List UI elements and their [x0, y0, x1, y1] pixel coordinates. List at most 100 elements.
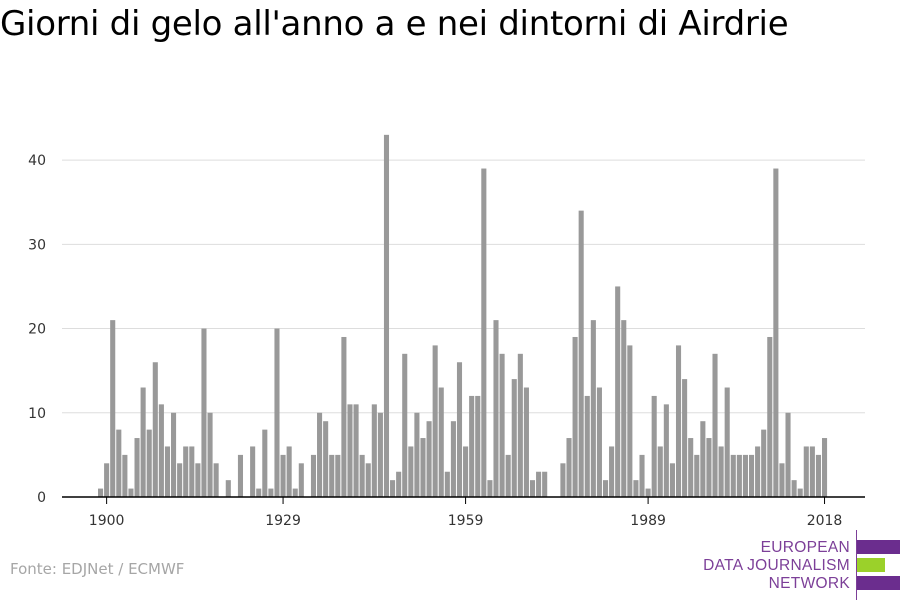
bar-1918 [213, 463, 219, 497]
logo-bar-purple-top [857, 540, 900, 554]
logo-bar-purple-bottom [857, 576, 900, 590]
bar-2015 [803, 446, 809, 497]
bar-1924 [250, 446, 256, 497]
bar-1986 [627, 345, 633, 497]
y-tick-label-0: 0 [37, 490, 46, 506]
bar-1911 [171, 412, 177, 497]
bar-1996 [688, 438, 694, 497]
bar-1943 [365, 463, 371, 497]
bar-1976 [566, 438, 572, 497]
bar-1983 [609, 446, 615, 497]
bar-1948 [396, 471, 402, 497]
bar-1951 [414, 412, 420, 497]
bar-1947 [390, 480, 396, 497]
grid-lines [62, 159, 865, 414]
bar-1900 [104, 463, 110, 497]
bar-2007 [755, 446, 761, 497]
x-tick-label-1989: 1989 [630, 513, 666, 529]
bar-2004 [736, 454, 742, 497]
bar-1920 [225, 480, 231, 497]
bar-2006 [748, 454, 755, 497]
bar-1981 [596, 387, 602, 497]
bar-1970 [529, 480, 536, 497]
bar-2003 [730, 454, 736, 497]
bar-1916 [201, 328, 207, 497]
y-tick-label-20: 20 [28, 322, 46, 338]
bar-2008 [761, 429, 767, 497]
bar-1913 [183, 446, 189, 497]
bar-1952 [420, 438, 426, 497]
bar-1989 [645, 488, 651, 497]
bar-1977 [572, 336, 578, 497]
bar-1971 [536, 471, 542, 497]
bar-2017 [815, 454, 821, 497]
bar-1935 [317, 412, 323, 497]
bar-2014 [797, 488, 803, 497]
bar-2009 [767, 336, 773, 497]
bar-1997 [694, 454, 700, 497]
y-tick-label-30: 30 [28, 237, 46, 253]
bar-1941 [353, 404, 359, 497]
bar-1932 [298, 463, 304, 497]
bar-1961 [475, 395, 481, 497]
bar-1975 [560, 463, 566, 497]
y-axis-ticks: 0 10 20 30 40 [28, 153, 46, 506]
bar-1992 [663, 404, 669, 497]
bar-1972 [542, 471, 548, 497]
bar-1979 [584, 395, 590, 497]
bar-2002 [724, 387, 730, 497]
bar-1988 [639, 454, 645, 497]
bar-2005 [742, 454, 748, 497]
bar-2018 [821, 438, 828, 497]
bar-1938 [335, 454, 341, 497]
bar-1958 [456, 362, 463, 497]
bar-2001 [718, 446, 724, 497]
bar-1915 [195, 463, 201, 497]
bar-1909 [158, 404, 164, 497]
bar-1899 [98, 488, 104, 497]
bar-1940 [347, 404, 353, 497]
bar-1953 [426, 421, 432, 497]
chart-title: Giorni di gelo all'anno a e nei dintorni… [0, 4, 789, 44]
bar-1954 [432, 345, 438, 497]
bar-1927 [268, 488, 274, 497]
bar-1969 [523, 387, 529, 497]
bar-1966 [505, 454, 511, 497]
logo-line-1: EUROPEAN [760, 539, 850, 556]
bars [98, 134, 828, 498]
bar-1945 [377, 412, 383, 497]
edjnet-logo: EUROPEAN DATA JOURNALISM NETWORK [700, 530, 900, 600]
bar-1902 [116, 429, 122, 497]
bar-1946 [383, 134, 390, 497]
bar-1956 [444, 471, 450, 497]
bar-1963 [487, 480, 493, 497]
bar-1994 [675, 345, 682, 497]
x-tick-label-2018: 2018 [807, 513, 843, 529]
bar-1959 [463, 446, 469, 497]
bar-1949 [402, 353, 408, 497]
bar-1904 [128, 488, 134, 497]
bar-1950 [408, 446, 414, 497]
bar-2013 [791, 480, 797, 497]
bar-1990 [651, 395, 657, 497]
bar-1934 [310, 454, 317, 497]
bar-2011 [779, 463, 785, 497]
bar-1910 [164, 446, 171, 497]
bar-2010 [773, 168, 779, 498]
bar-2012 [785, 412, 791, 497]
bar-1928 [274, 328, 280, 497]
bar-1939 [341, 336, 347, 497]
bar-1903 [122, 454, 128, 497]
logo-line-2: DATA JOURNALISM [703, 557, 850, 574]
bar-1999 [706, 438, 712, 497]
bar-1982 [602, 480, 609, 497]
x-axis-ticks: 1900 1929 1959 1989 2018 [89, 497, 843, 529]
bar-1955 [438, 387, 444, 497]
bar-1944 [371, 404, 377, 497]
bar-1942 [359, 454, 365, 497]
bar-1993 [669, 463, 675, 497]
y-tick-label-10: 10 [28, 406, 46, 422]
bar-1901 [110, 320, 116, 497]
bar-1937 [329, 454, 335, 497]
